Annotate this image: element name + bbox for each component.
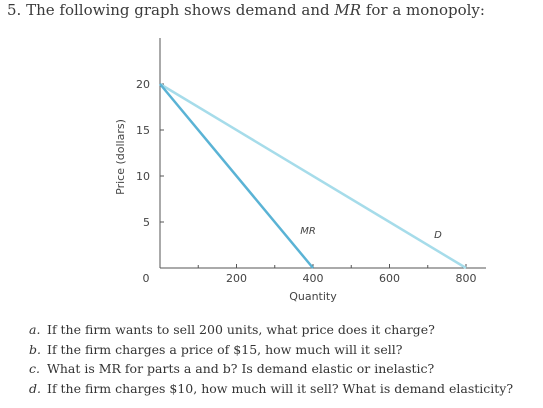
question-text: If the firm charges a price of $15, how … bbox=[47, 341, 403, 357]
x-tick-label: 800 bbox=[456, 272, 477, 285]
x-tick-label: 400 bbox=[303, 272, 324, 285]
question-item-c: c. What is MR for parts a and b? Is deman… bbox=[29, 359, 513, 379]
x-tick-label: 600 bbox=[379, 272, 400, 285]
question-marker: c. bbox=[29, 361, 40, 376]
question-text: What is MR for parts a and b? Is demand … bbox=[47, 361, 435, 376]
question-text-before: The following graph shows demand and bbox=[26, 1, 330, 19]
question-text: If the firm charges $10, how much will i… bbox=[47, 380, 514, 396]
question-text: If the firm wants to sell 200 units, wha… bbox=[47, 322, 435, 337]
origin-label: 0 bbox=[143, 272, 150, 285]
y-tick-label: 15 bbox=[136, 124, 150, 137]
question-number: 5. bbox=[7, 1, 22, 19]
series-line-d bbox=[159, 82, 467, 270]
series-label-mr: MR bbox=[300, 226, 316, 237]
x-axis-title: Quantity bbox=[289, 290, 337, 303]
y-tick-label: 20 bbox=[136, 78, 150, 91]
question-marker: a. bbox=[29, 322, 41, 337]
series-label-d: D bbox=[434, 230, 442, 241]
x-tick-label: 200 bbox=[226, 272, 247, 285]
y-tick-label: 5 bbox=[143, 216, 150, 229]
question-text-after: for a monopoly: bbox=[365, 1, 485, 19]
question-marker: b. bbox=[29, 341, 41, 357]
question-text-mr: MR bbox=[334, 1, 362, 19]
y-axis-title: Price (dollars) bbox=[114, 119, 127, 195]
question-list: a. If the firm wants to sell 200 units, w… bbox=[29, 320, 513, 398]
question-marker: d. bbox=[29, 380, 41, 396]
question-item-b: b. If the firm charges a price of $15, ho… bbox=[29, 340, 513, 360]
question-item-d: d. If the firm charges $10, how much will… bbox=[29, 379, 513, 399]
y-tick-label: 10 bbox=[136, 170, 150, 183]
question-title: 5. The following graph shows demand and … bbox=[7, 1, 485, 19]
question-item-a: a. If the firm wants to sell 200 units, w… bbox=[29, 320, 513, 340]
series-line-mr bbox=[159, 83, 314, 269]
